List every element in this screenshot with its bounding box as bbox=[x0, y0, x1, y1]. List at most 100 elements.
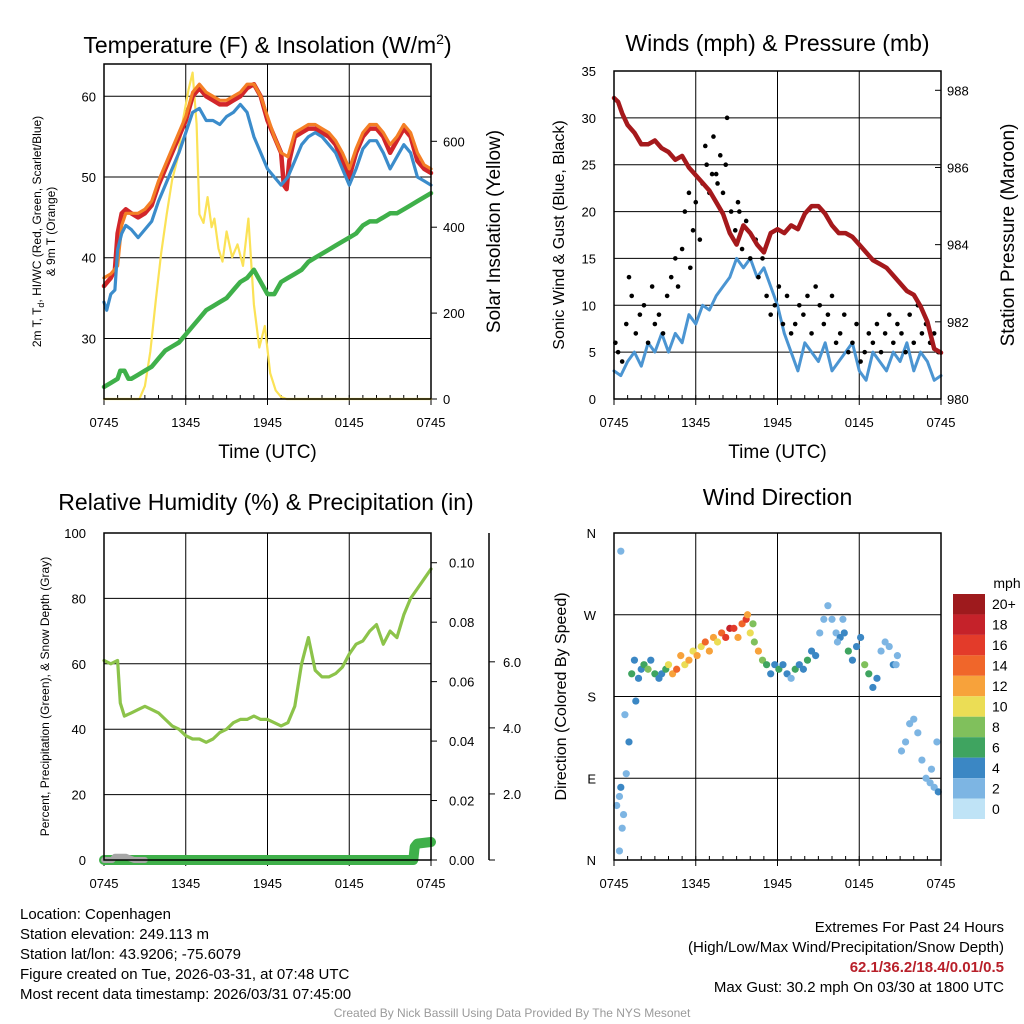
direction-point bbox=[918, 756, 926, 764]
direction-point bbox=[621, 711, 629, 719]
colorbar-swatch bbox=[953, 798, 985, 819]
gust-point bbox=[829, 293, 835, 299]
direction-point bbox=[617, 547, 625, 555]
max-gust: Max Gust: 30.2 mph On 03/30 at 1800 UTC bbox=[713, 979, 1004, 996]
gust-point bbox=[728, 209, 734, 214]
title-close: ) bbox=[444, 32, 452, 58]
chart-title: Relative Humidity (%) & Precipitation (i… bbox=[58, 489, 473, 515]
y-tick-label: N bbox=[587, 526, 596, 541]
y2-axis-label: Station Pressure (Maroon) bbox=[998, 124, 1019, 347]
gust-point bbox=[846, 349, 851, 355]
y-tick-label: 60 bbox=[72, 657, 86, 672]
direction-point bbox=[613, 801, 621, 810]
ylabel-sub: d bbox=[36, 303, 46, 308]
direction-point bbox=[746, 629, 754, 637]
gust-point bbox=[841, 312, 847, 317]
colorbar-label: 2 bbox=[992, 780, 1000, 796]
direction-panel: 0745 1345 1945 0145 0745 N E S W N Wind Direction D… bbox=[553, 484, 1021, 891]
colorbar-label: 18 bbox=[992, 617, 1008, 633]
colorbar-swatch bbox=[953, 594, 985, 615]
direction-point bbox=[617, 783, 625, 791]
x-axis-label: Time (UTC) bbox=[728, 442, 827, 463]
gust-point bbox=[821, 321, 827, 327]
station-location: Location: Copenhagen bbox=[20, 906, 171, 923]
direction-point bbox=[852, 642, 861, 651]
y-axis-label: 2m T, Td, HI/WC (Red, Green, Scarlet/Blu… bbox=[30, 116, 58, 347]
colorbar-swatch bbox=[953, 737, 985, 758]
y2-tick-label: 400 bbox=[443, 220, 465, 235]
station-elevation: Station elevation: 249.113 m bbox=[20, 926, 210, 943]
direction-point bbox=[622, 770, 630, 778]
y3-tick-label: 2.0 bbox=[503, 787, 521, 802]
credit-line: Created By Nick Bassill Using Data Provi… bbox=[333, 1006, 691, 1020]
y-tick-label: 25 bbox=[582, 158, 596, 173]
direction-point bbox=[840, 629, 848, 637]
y-axis-label: Percent, Precipitation (Green), & Snow D… bbox=[38, 557, 52, 836]
gust-point bbox=[907, 312, 912, 317]
y3-tick-label: 6.0 bbox=[503, 655, 521, 670]
y2-tick-label: 988 bbox=[947, 83, 969, 98]
y2-axis-label: Solar Insolation (Yellow) bbox=[484, 130, 505, 333]
colorbar-swatch bbox=[953, 696, 985, 717]
extremes-subtitle: (High/Low/Max Wind/Precipitation/Snow De… bbox=[688, 939, 1004, 956]
gust-point bbox=[629, 293, 635, 299]
plot-frame bbox=[103, 63, 432, 400]
x-tick-label: 0745 bbox=[417, 415, 446, 430]
x-tick-label: 0745 bbox=[927, 876, 956, 891]
x-tick-label: 1945 bbox=[253, 876, 282, 891]
y-tick-label: 30 bbox=[82, 331, 96, 346]
direction-point bbox=[632, 697, 640, 705]
colorbar-label: 8 bbox=[992, 719, 1000, 735]
series-solar-insolation bbox=[102, 71, 433, 401]
plot-frame bbox=[613, 532, 942, 861]
y-tick-label: 15 bbox=[582, 251, 596, 266]
y2-tick-label: 0 bbox=[443, 392, 450, 407]
direction-point bbox=[685, 656, 693, 664]
gust-point bbox=[801, 312, 806, 317]
colorbar-label: 10 bbox=[992, 699, 1008, 715]
gust-point bbox=[675, 284, 681, 289]
direction-point bbox=[647, 656, 655, 664]
y-tick-label: 80 bbox=[72, 591, 86, 606]
direction-point bbox=[787, 674, 795, 682]
direction-point bbox=[763, 661, 771, 669]
gust-point bbox=[673, 256, 678, 261]
y-tick-label: 0 bbox=[589, 392, 596, 407]
extremes-values: 62.1/36.2/18.4/0.01/0.5 bbox=[849, 959, 1004, 976]
y-axis-label: Direction (Colored By Speed) bbox=[553, 592, 570, 800]
gust-point bbox=[919, 331, 925, 336]
direction-point bbox=[799, 665, 807, 673]
colorbar-label: 16 bbox=[992, 637, 1008, 653]
gust-point bbox=[652, 321, 658, 327]
direction-point bbox=[828, 615, 836, 623]
y-tick-label: 50 bbox=[82, 170, 96, 185]
gust-point bbox=[903, 349, 908, 355]
direction-point bbox=[892, 661, 900, 669]
colorbar-label: 12 bbox=[992, 678, 1008, 694]
y-tick-label: 30 bbox=[582, 111, 596, 126]
direction-point bbox=[893, 652, 902, 660]
gust-point bbox=[615, 349, 621, 355]
direction-point bbox=[865, 670, 873, 678]
ylabel-rest: , HI/WC (Red, Green, Scarlet/Blue) bbox=[30, 116, 44, 303]
station-info: Location: Copenhagen Station elevation: … bbox=[20, 905, 351, 1005]
gust-point bbox=[776, 284, 782, 289]
y2-tick-label: 0.10 bbox=[449, 556, 474, 571]
x-tick-label: 0145 bbox=[845, 876, 874, 891]
gust-point bbox=[825, 312, 831, 317]
speed-colorbar: mph 20+ 18 16 14 12 10 8 6 4 2 0 bbox=[953, 575, 1021, 819]
gust-point bbox=[645, 340, 651, 346]
gust-point bbox=[704, 162, 709, 168]
direction-point bbox=[634, 674, 643, 682]
extremes-title: Extremes For Past 24 Hours bbox=[814, 919, 1004, 936]
gust-point bbox=[874, 321, 880, 327]
x-tick-label: 0145 bbox=[845, 415, 874, 430]
colorbar-swatch bbox=[953, 778, 985, 799]
gust-point bbox=[747, 256, 753, 261]
x-tick-label: 0145 bbox=[335, 415, 364, 430]
direction-point bbox=[644, 665, 652, 673]
most-recent-timestamp: Most recent data timestamp: 2026/03/31 0… bbox=[20, 986, 352, 1003]
gust-point bbox=[837, 331, 843, 336]
x-tick-label: 0745 bbox=[600, 876, 629, 891]
